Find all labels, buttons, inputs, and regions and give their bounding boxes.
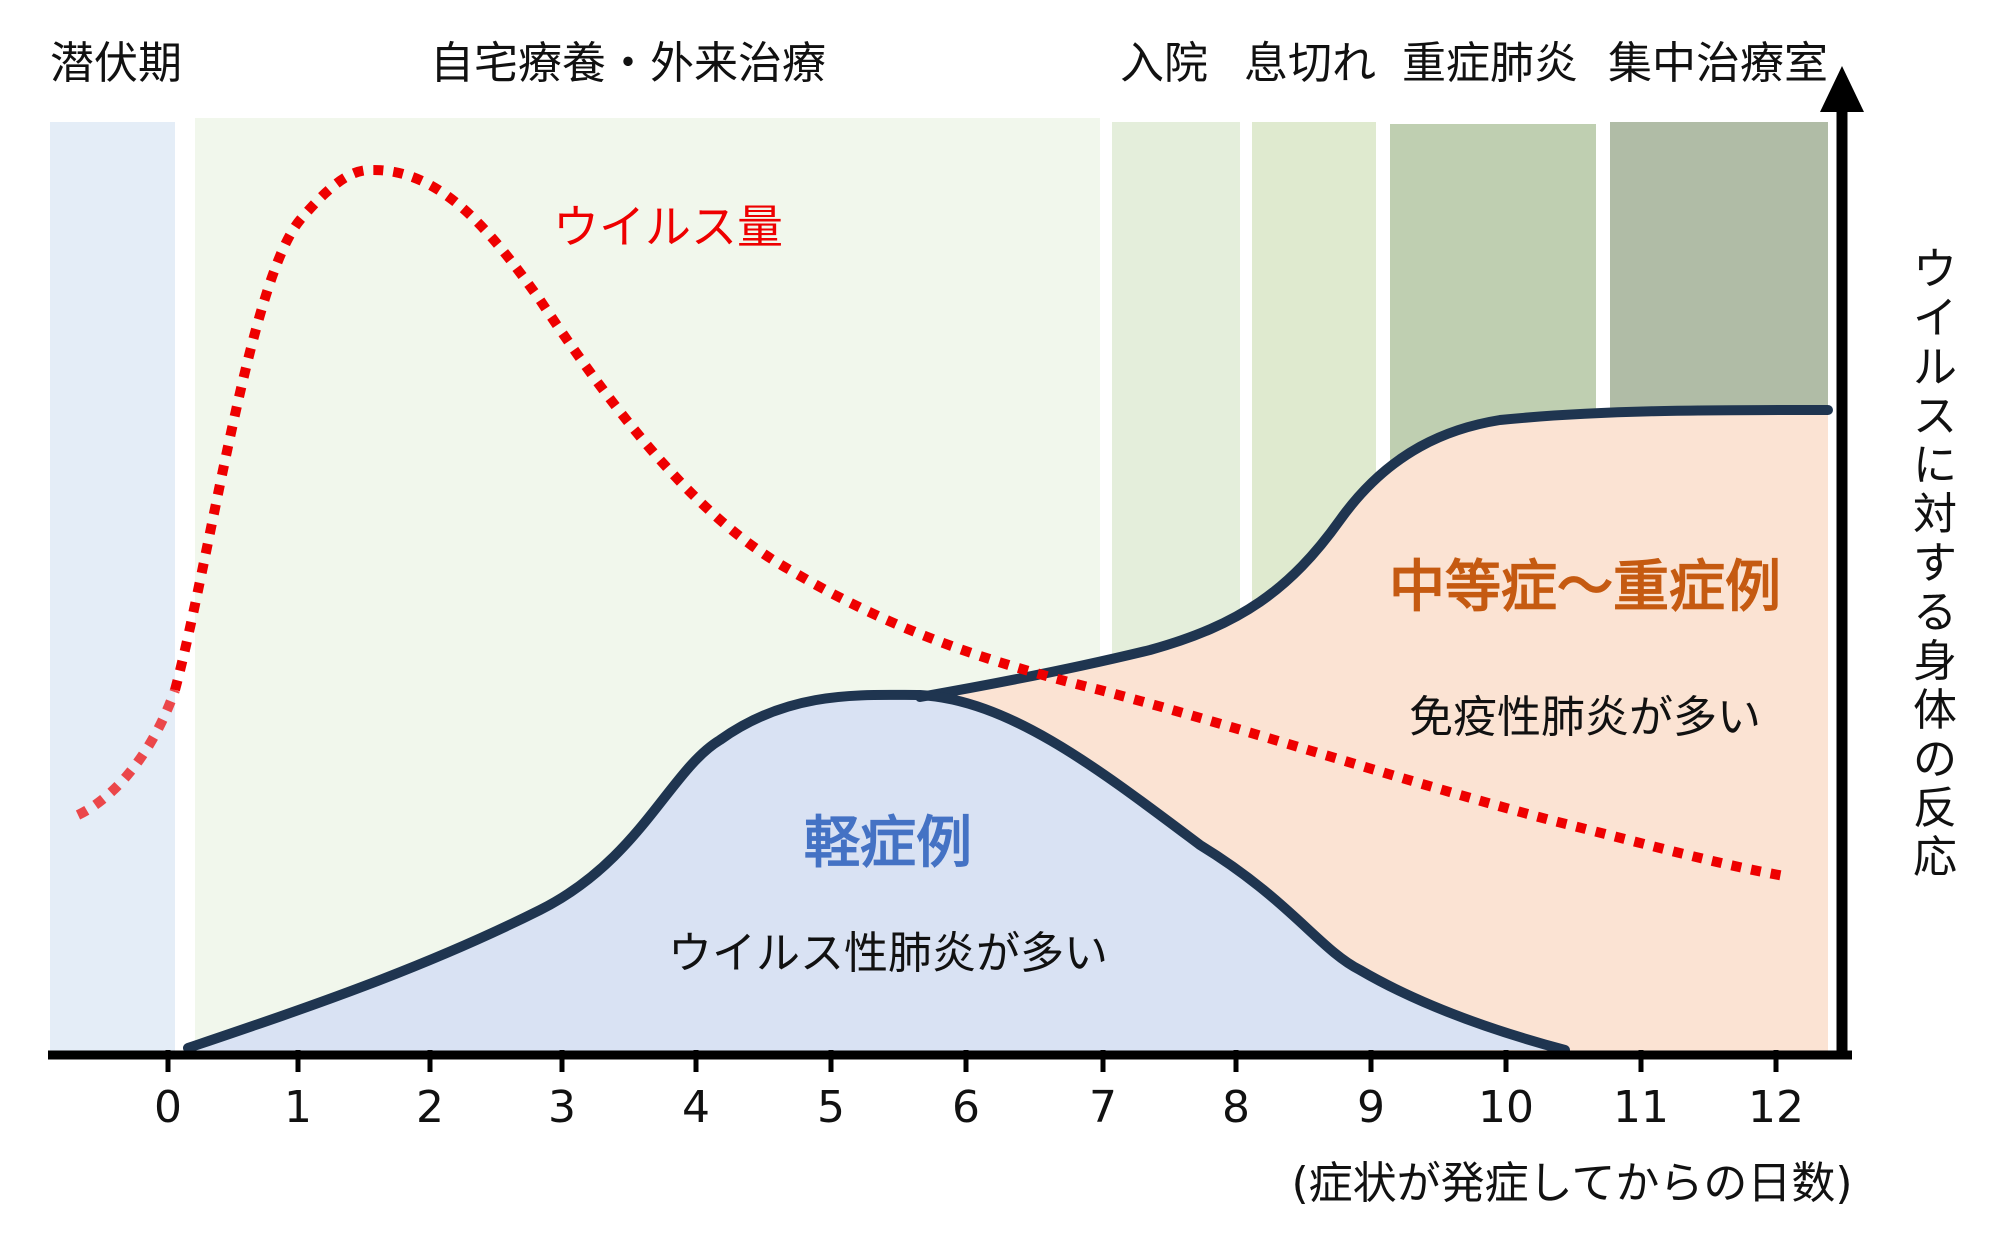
y-axis-caption-char: す	[1913, 538, 1957, 589]
phase-label-pneumonia: 重症肺炎	[1402, 38, 1578, 89]
x-tick-label: 9	[1357, 1082, 1385, 1133]
y-axis-caption-char: る	[1913, 587, 1957, 638]
x-tick-label: 12	[1748, 1082, 1804, 1133]
x-tick-label: 2	[416, 1082, 444, 1133]
phase-label-hospital: 入院	[1120, 38, 1208, 89]
mild-response-area	[188, 694, 1565, 1052]
y-axis-caption-char: の	[1913, 734, 1957, 785]
severe-case-label: 中等症〜重症例	[1389, 555, 1781, 620]
x-axis-tick-marks	[165, 1050, 1779, 1072]
x-tick-label: 4	[682, 1082, 710, 1133]
y-axis-caption-char: 対	[1913, 489, 1957, 540]
severe-case-sublabel: 免疫性肺炎が多い	[1409, 692, 1761, 743]
phase-band-latent	[50, 122, 175, 1052]
y-axis-caption-char: 身	[1913, 636, 1957, 687]
y-axis-caption-char: 応	[1913, 832, 1957, 883]
mild-case-label: 軽症例	[804, 811, 972, 876]
y-axis-caption-char: に	[1913, 440, 1957, 491]
x-tick-label: 0	[154, 1082, 182, 1133]
phase-label-breath: 息切れ	[1244, 38, 1376, 89]
mild-case-sublabel: ウイルス性肺炎が多い	[668, 928, 1108, 979]
virus-load-curve	[170, 164, 1791, 882]
phase-label-home: 自宅療養・外来治療	[430, 38, 826, 89]
y-axis-caption-char: 反	[1913, 783, 1957, 834]
y-axis-caption-char: 体	[1913, 685, 1957, 736]
x-axis-tick-labels: 0 1 2 3 4 5 6 7 8 9 10 11 12	[154, 1082, 1804, 1133]
x-axis: 0 1 2 3 4 5 6 7 8 9 10 11 12	[48, 1050, 1852, 1133]
y-axis	[1820, 66, 1864, 1059]
x-tick-label: 7	[1089, 1082, 1117, 1133]
mild-response-curve	[183, 689, 1570, 1055]
x-tick-label: 3	[548, 1082, 576, 1133]
y-axis-caption-char: イ	[1913, 293, 1957, 344]
phase-labels: 潜伏期 自宅療養・外来治療 入院 息切れ 重症肺炎 集中治療室	[50, 38, 1828, 89]
virus-load-curve-early	[75, 688, 180, 820]
phase-label-latent: 潜伏期	[50, 38, 182, 89]
x-tick-label: 5	[817, 1082, 845, 1133]
y-axis-caption-char: ル	[1913, 342, 1957, 393]
x-tick-label: 8	[1222, 1082, 1250, 1133]
x-axis-caption: (症状が発症してからの日数)	[1291, 1158, 1852, 1209]
y-axis-arrow-head	[1820, 66, 1864, 112]
phase-label-icu: 集中治療室	[1608, 38, 1828, 89]
x-tick-label: 11	[1613, 1082, 1669, 1133]
x-tick-label: 10	[1478, 1082, 1534, 1133]
severe-response-curve	[915, 405, 1833, 702]
virus-load-label: ウイルス量	[553, 200, 783, 254]
y-axis-caption-char: ス	[1913, 391, 1957, 442]
y-axis-caption-char: ウ	[1913, 244, 1957, 295]
x-tick-label: 6	[952, 1082, 980, 1133]
x-tick-label: 1	[284, 1082, 312, 1133]
